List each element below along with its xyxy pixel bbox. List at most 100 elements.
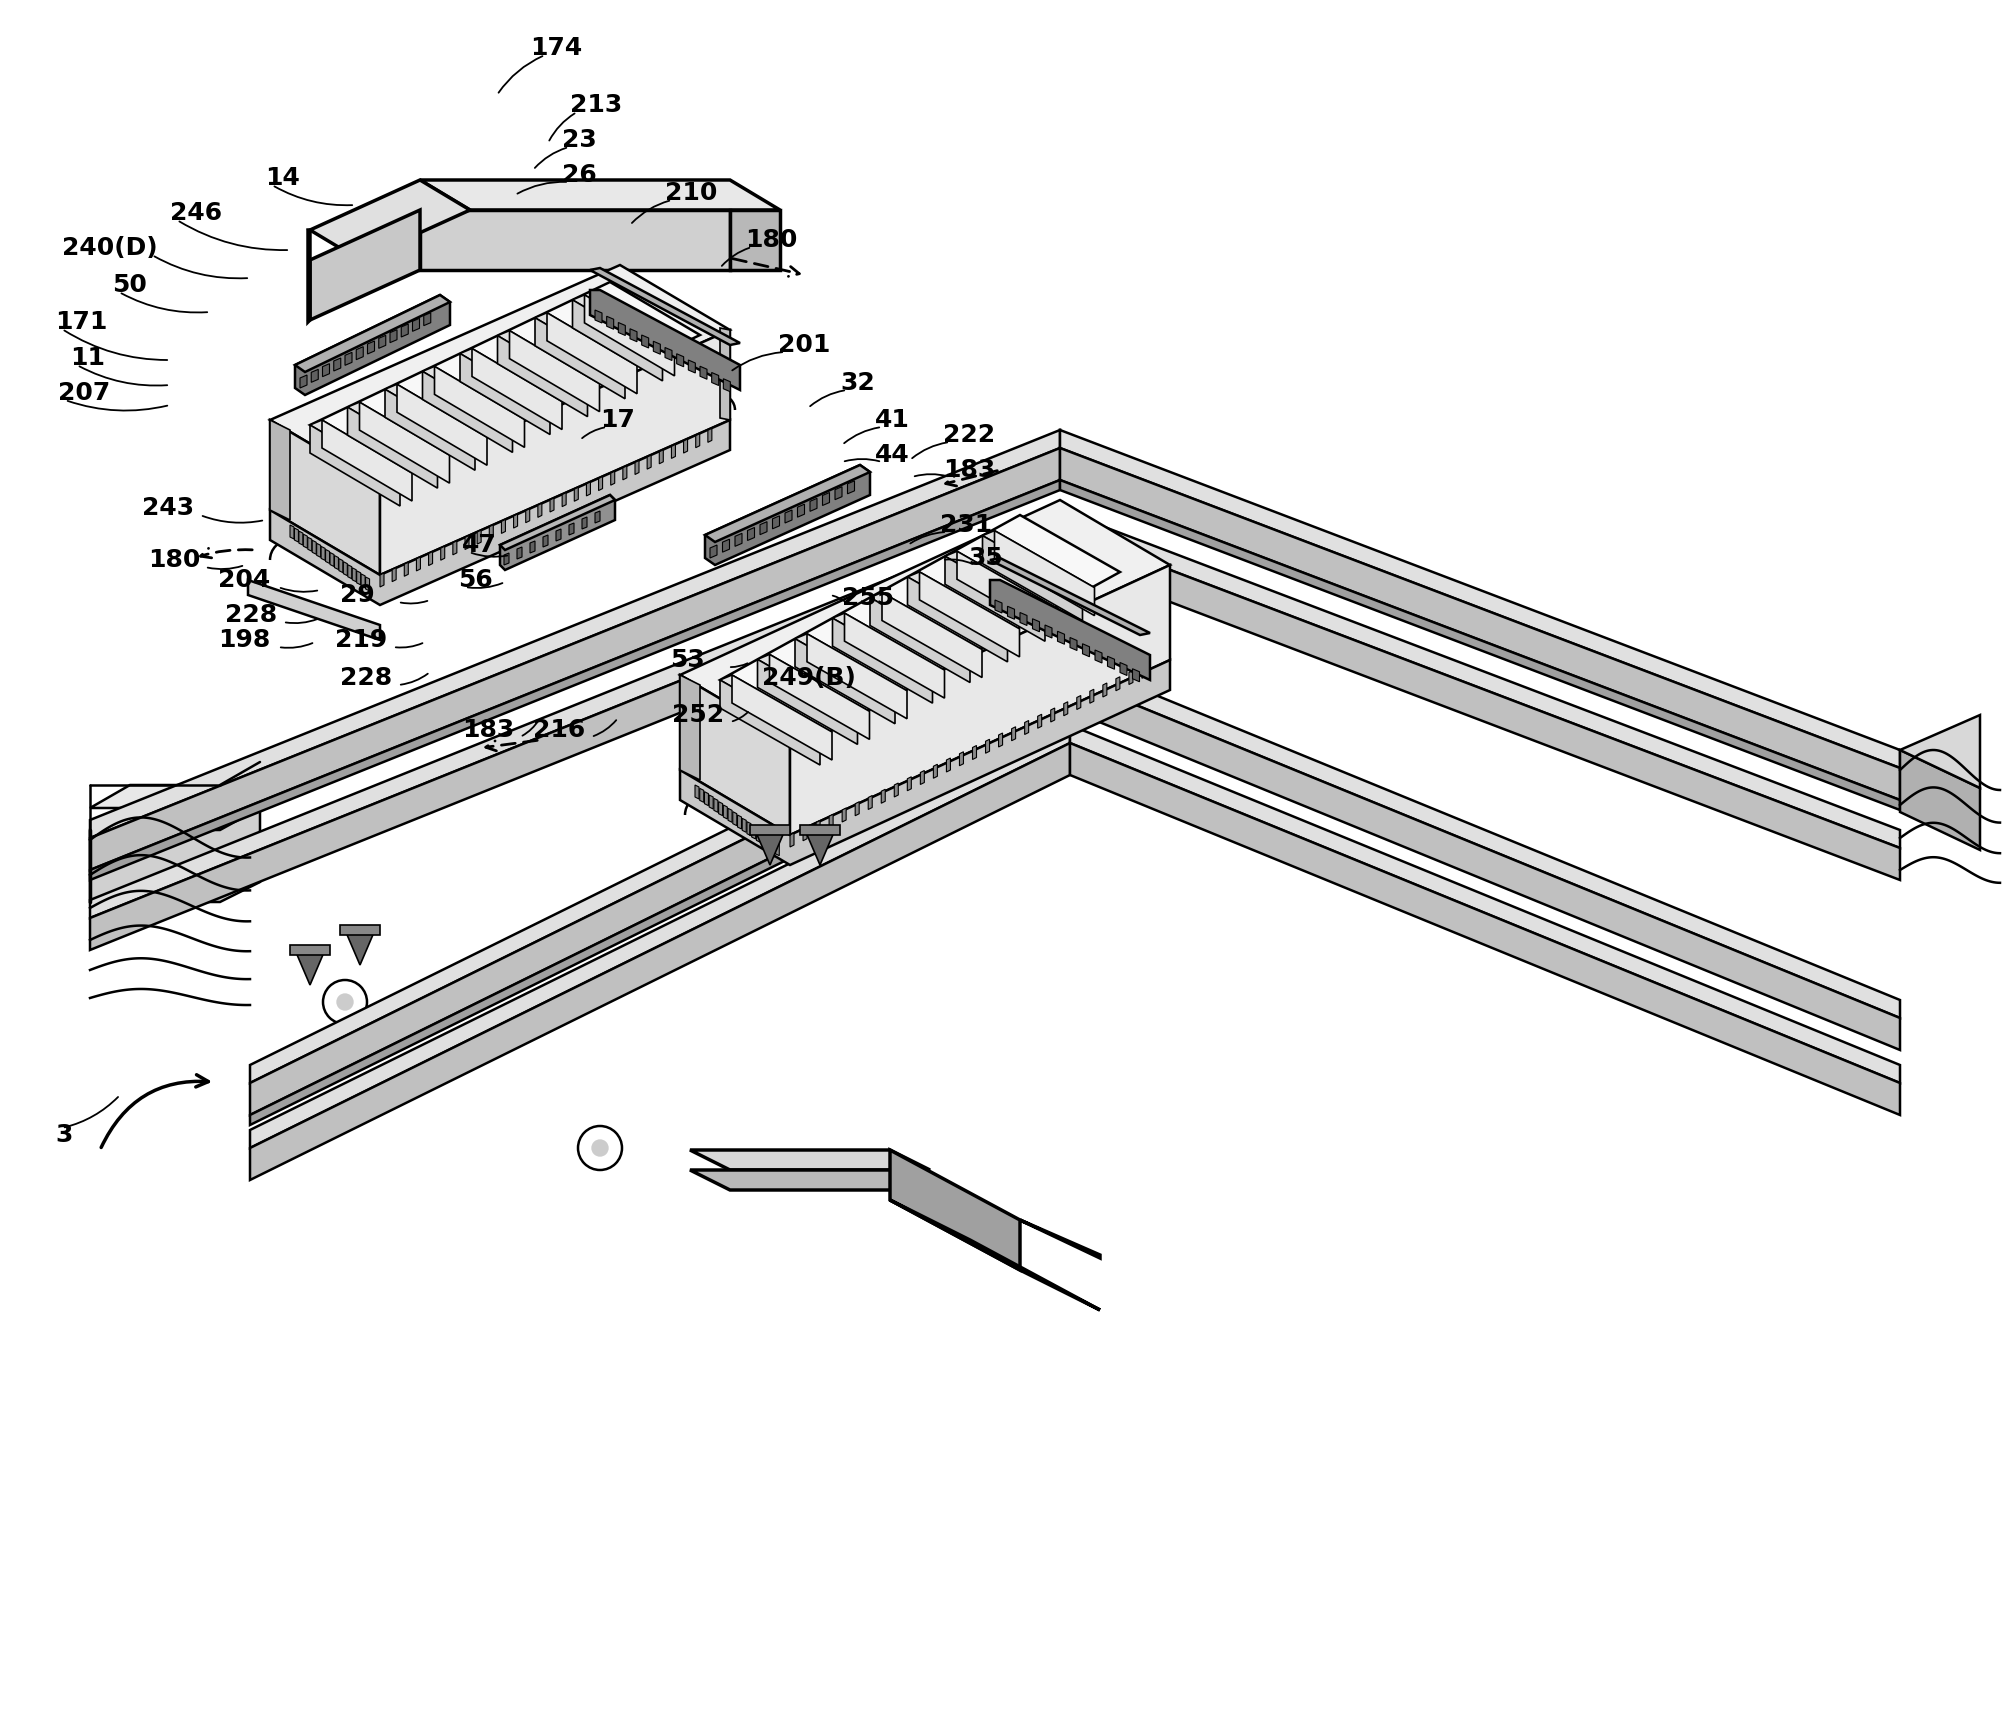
Polygon shape — [648, 455, 652, 469]
Polygon shape — [986, 740, 990, 754]
Polygon shape — [561, 493, 565, 507]
Text: 26: 26 — [561, 163, 598, 187]
Polygon shape — [573, 295, 674, 354]
Polygon shape — [734, 534, 742, 546]
Polygon shape — [573, 300, 662, 381]
Polygon shape — [348, 407, 437, 488]
Polygon shape — [807, 634, 907, 719]
Polygon shape — [249, 678, 1070, 1114]
Polygon shape — [746, 822, 750, 836]
Polygon shape — [535, 318, 626, 398]
Polygon shape — [421, 180, 781, 209]
Polygon shape — [720, 675, 833, 737]
Polygon shape — [785, 510, 793, 524]
Polygon shape — [767, 834, 771, 848]
Text: 35: 35 — [968, 546, 1002, 570]
Polygon shape — [889, 1200, 1101, 1310]
Polygon shape — [91, 809, 260, 901]
Polygon shape — [312, 369, 318, 383]
Polygon shape — [378, 335, 386, 349]
Polygon shape — [310, 282, 700, 477]
Polygon shape — [738, 816, 742, 829]
Polygon shape — [1060, 510, 1899, 848]
Polygon shape — [1060, 429, 1899, 767]
Polygon shape — [489, 525, 493, 539]
Polygon shape — [907, 572, 1020, 634]
Polygon shape — [322, 421, 412, 501]
Polygon shape — [416, 556, 421, 572]
Polygon shape — [696, 434, 700, 448]
Polygon shape — [1050, 707, 1054, 723]
Polygon shape — [845, 613, 944, 699]
Polygon shape — [270, 264, 730, 484]
Polygon shape — [543, 536, 547, 548]
Polygon shape — [742, 819, 746, 833]
Polygon shape — [893, 783, 897, 797]
Polygon shape — [404, 561, 408, 577]
Polygon shape — [1070, 743, 1899, 1114]
Polygon shape — [501, 520, 505, 534]
Polygon shape — [525, 508, 529, 522]
Polygon shape — [722, 539, 730, 553]
Polygon shape — [352, 568, 356, 582]
Polygon shape — [590, 268, 740, 345]
Polygon shape — [400, 325, 408, 337]
Polygon shape — [1060, 529, 1899, 881]
Polygon shape — [757, 659, 857, 745]
Polygon shape — [344, 931, 374, 965]
Polygon shape — [771, 838, 775, 852]
Polygon shape — [348, 402, 449, 460]
Polygon shape — [998, 733, 1002, 747]
Text: 255: 255 — [841, 585, 893, 610]
Text: 228: 228 — [340, 666, 392, 690]
Polygon shape — [704, 465, 869, 543]
Polygon shape — [1117, 676, 1121, 690]
Polygon shape — [795, 634, 907, 695]
Polygon shape — [310, 209, 421, 319]
Polygon shape — [700, 366, 706, 379]
Polygon shape — [581, 517, 588, 529]
Polygon shape — [249, 743, 1070, 1180]
Polygon shape — [356, 570, 360, 585]
Text: 53: 53 — [670, 647, 704, 671]
Polygon shape — [757, 828, 761, 843]
Polygon shape — [833, 618, 932, 704]
Polygon shape — [694, 785, 698, 798]
Polygon shape — [704, 792, 708, 805]
Polygon shape — [294, 529, 298, 543]
Polygon shape — [290, 525, 294, 539]
Polygon shape — [249, 711, 1070, 1125]
Text: 14: 14 — [266, 167, 300, 191]
Text: 183: 183 — [944, 458, 996, 482]
Polygon shape — [720, 515, 1121, 737]
Polygon shape — [249, 659, 1070, 1083]
Polygon shape — [412, 318, 418, 331]
Polygon shape — [934, 764, 938, 778]
Polygon shape — [453, 541, 457, 555]
Polygon shape — [312, 541, 316, 555]
Polygon shape — [555, 529, 561, 541]
Polygon shape — [750, 824, 791, 834]
Polygon shape — [618, 323, 626, 335]
Polygon shape — [676, 354, 684, 367]
Polygon shape — [423, 366, 525, 424]
Polygon shape — [728, 809, 732, 822]
Polygon shape — [296, 950, 326, 986]
Text: 231: 231 — [940, 513, 992, 537]
Polygon shape — [660, 450, 664, 464]
Polygon shape — [600, 477, 602, 491]
Polygon shape — [517, 548, 521, 560]
Polygon shape — [344, 352, 352, 366]
Polygon shape — [596, 512, 600, 524]
Polygon shape — [1899, 714, 1980, 788]
Text: 228: 228 — [225, 603, 278, 627]
Polygon shape — [1064, 702, 1068, 716]
Polygon shape — [590, 290, 740, 390]
Polygon shape — [304, 534, 308, 548]
Polygon shape — [803, 828, 807, 841]
Polygon shape — [1091, 689, 1095, 704]
Polygon shape — [310, 426, 400, 507]
Polygon shape — [501, 494, 616, 549]
Polygon shape — [708, 795, 712, 809]
Polygon shape — [537, 503, 541, 517]
